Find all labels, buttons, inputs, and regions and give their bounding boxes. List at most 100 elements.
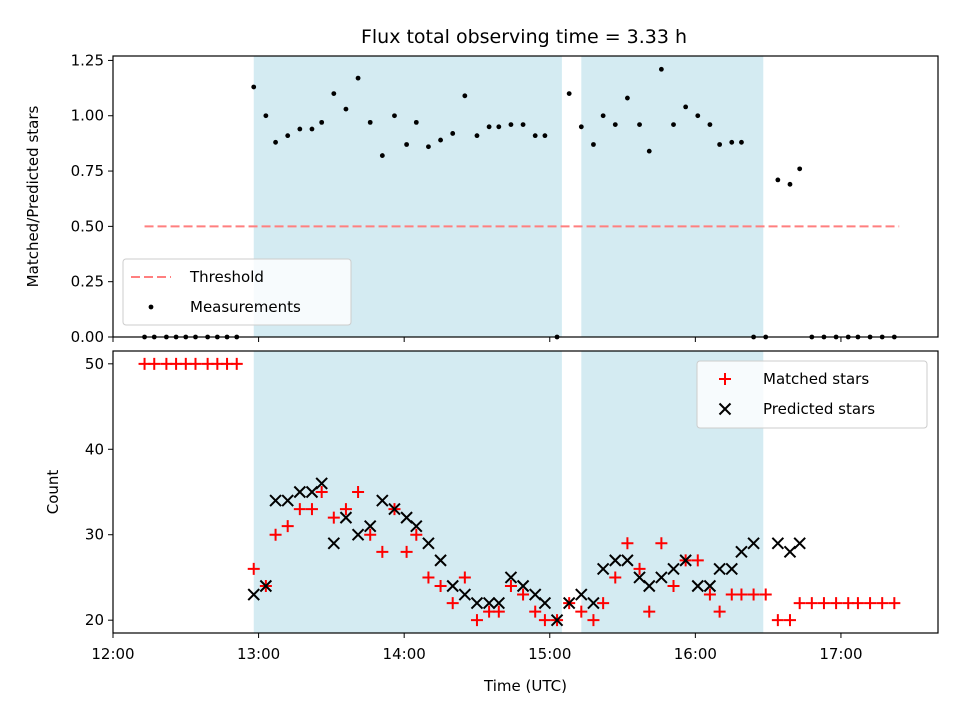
predicted-star-point	[691, 579, 704, 593]
y-tick-label: 1.25	[71, 51, 104, 69]
y-tick-label: 40	[85, 440, 104, 458]
predicted-star-point	[713, 562, 726, 576]
predicted-star-point	[575, 588, 588, 601]
predicted-star-point	[434, 554, 447, 567]
matched-star-point	[189, 357, 202, 370]
legend-measurement-key	[148, 304, 154, 310]
predicted-star-point	[516, 579, 530, 593]
legend-label: Matched stars	[763, 370, 869, 388]
matched-star-point	[655, 537, 668, 550]
matched-star-point	[876, 597, 889, 610]
matched-star-point	[538, 614, 551, 627]
x-tick-label: 17:00	[819, 645, 862, 663]
matched-star-point	[504, 580, 517, 592]
measurement-point	[683, 104, 689, 110]
x-tick-label: 12:00	[91, 645, 134, 663]
measurement-point	[273, 139, 278, 145]
matched-star-point	[759, 588, 772, 601]
matched-star-point	[609, 571, 622, 584]
predicted-star-point	[410, 519, 423, 533]
measurement-point	[251, 84, 257, 90]
predicted-star-point	[470, 596, 484, 610]
matched-star-point	[783, 614, 796, 627]
predicted-star-point	[458, 588, 472, 601]
measurement-point	[658, 66, 664, 72]
top-legend: Threshold Measurements	[122, 258, 352, 326]
measurement-point	[707, 122, 713, 127]
predicted-star-point	[793, 537, 806, 550]
measurement-point	[775, 177, 781, 183]
predicted-star-point	[422, 537, 435, 550]
measurement-point	[263, 113, 269, 119]
chart-title: Flux total observing time = 3.33 h	[361, 26, 687, 48]
bottom-legend: Matched stars Predicted stars	[696, 360, 928, 429]
predicted-star-point	[538, 596, 552, 610]
predicted-star-point	[550, 613, 564, 627]
bottom-axes-frame	[112, 350, 939, 634]
measurement-point	[462, 93, 468, 99]
y-axis-label: Matched/Predicted stars	[24, 106, 42, 288]
measurement-point	[355, 75, 361, 81]
matched-star-point	[691, 554, 704, 567]
legend-matched-key	[719, 373, 731, 385]
matched-star-point	[793, 597, 806, 610]
predicted-star-point	[363, 519, 377, 533]
predicted-star-point	[504, 571, 518, 584]
measurement-point	[450, 131, 456, 136]
predicted-star-point	[703, 579, 717, 593]
matched-star-point	[492, 605, 505, 618]
measurement-point	[520, 122, 526, 127]
top-panel: 0.00 0.25 0.50 0.75 1.00 1.25 Matched/Predicte…	[24, 51, 939, 346]
bottom-panel: 20 30 40 50 12:00 13:00 14:00 15:00 16:00 17:00 Co…	[44, 350, 939, 695]
predicted-star-point	[771, 537, 785, 550]
predicted-star-point	[492, 596, 506, 610]
y-tick-label: 1.00	[71, 107, 104, 125]
measurement-point	[392, 113, 397, 119]
predicted-star-point	[747, 537, 760, 550]
predicted-star-point	[587, 596, 600, 610]
matched-star-point	[376, 545, 389, 558]
matched-star-point	[643, 605, 656, 618]
measurement-point	[542, 133, 548, 139]
measurement-point	[438, 137, 443, 143]
measurement-point	[578, 124, 584, 130]
matched-star-point	[269, 528, 282, 541]
matched-star-point	[703, 588, 716, 601]
matched-star-point	[247, 562, 260, 575]
predicted-star-point	[725, 562, 738, 576]
matched-star-point	[446, 597, 459, 610]
y-tick-label: 0.50	[71, 217, 104, 235]
legend-box	[696, 360, 928, 429]
top-axes-frame	[112, 55, 939, 338]
measurement-point	[600, 113, 606, 119]
measurement-point	[717, 142, 723, 147]
x-tick-label: 14:00	[383, 645, 426, 663]
matched-star-point	[458, 571, 471, 584]
matched-star-point	[587, 614, 600, 627]
measurement-point	[309, 126, 315, 132]
legend-label: Measurements	[190, 298, 301, 316]
matched-star-point	[339, 503, 352, 516]
predicted-star-point	[388, 502, 401, 516]
matched-star-point	[434, 580, 447, 592]
measurement-point	[591, 142, 596, 147]
predicted-star-point	[679, 554, 692, 567]
matched-star-point	[410, 528, 423, 541]
predicted-star-point	[315, 477, 328, 490]
measurement-point	[486, 124, 492, 130]
y-tick-label: 50	[85, 355, 104, 373]
predicted-star-point	[339, 511, 353, 524]
matched-star-point	[517, 588, 530, 601]
predicted-star-point	[655, 571, 668, 584]
legend-box	[122, 258, 352, 326]
matched-star-point	[805, 597, 818, 610]
predicted-star-point	[269, 494, 282, 507]
matched-star-point	[851, 597, 864, 610]
predicted-star-point	[735, 545, 748, 559]
matched-star-point	[148, 357, 161, 370]
y-axis-label: Count	[44, 470, 62, 515]
legend-label: Predicted stars	[763, 400, 875, 418]
matched-star-point	[230, 357, 243, 370]
matched-star-point	[364, 528, 377, 541]
